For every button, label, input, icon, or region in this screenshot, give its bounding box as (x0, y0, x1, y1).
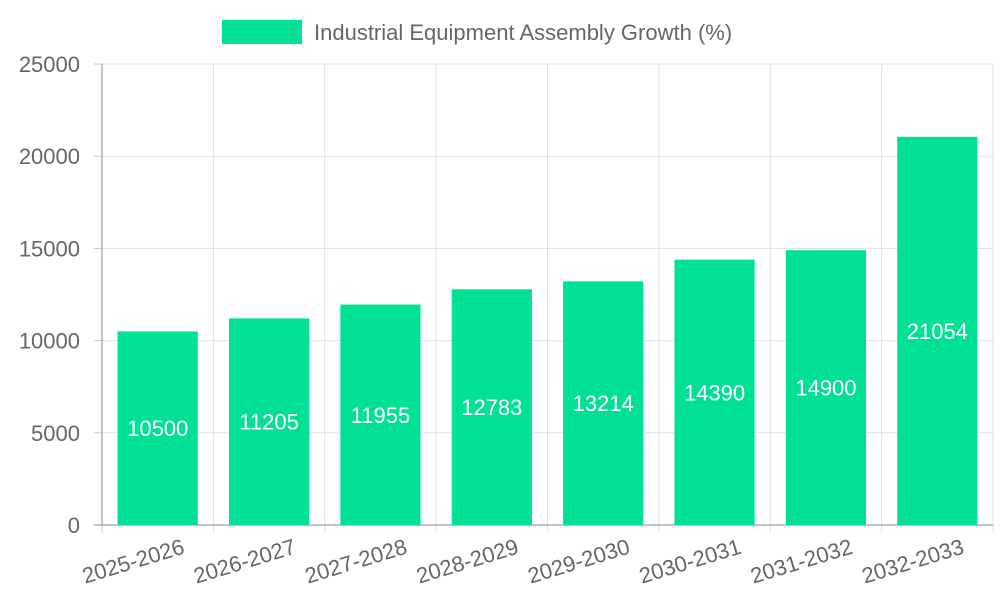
bars (117, 136, 978, 526)
x-tick-label: 2027-2028 (302, 534, 410, 589)
y-tick-label: 10000 (19, 329, 80, 354)
bar[interactable] (897, 136, 978, 526)
bar[interactable] (228, 318, 310, 525)
chart-legend[interactable]: Industrial Equipment Assembly Growth (%) (222, 20, 732, 45)
bar[interactable] (674, 259, 755, 525)
grid-lines (94, 63, 994, 533)
y-tick-label: 0 (68, 513, 80, 538)
bar-labels: 10500 11205 11955 12783 13214 14390 14900 21054 (127, 319, 968, 441)
bar-value-label: 12783 (461, 395, 522, 420)
legend-swatch (222, 20, 302, 44)
bar[interactable] (117, 331, 198, 525)
bar-value-label: 21054 (907, 319, 968, 344)
y-tick-label: 20000 (19, 144, 80, 169)
x-tick-label: 2032-2033 (859, 534, 967, 589)
x-tick-label: 2028-2029 (413, 534, 521, 589)
x-tick-label: 2025-2026 (79, 534, 187, 589)
bar-value-label: 10500 (127, 416, 188, 441)
y-tick-label: 15000 (19, 236, 80, 261)
bar[interactable] (451, 289, 532, 525)
bar-value-label: 14390 (684, 380, 745, 405)
x-tick-label: 2029-2030 (525, 534, 633, 589)
bar-value-label: 14900 (795, 376, 856, 401)
x-tick-label: 2026-2027 (191, 534, 299, 589)
bar-value-label: 13214 (573, 391, 634, 416)
bar[interactable] (785, 250, 867, 525)
bar[interactable] (340, 304, 421, 525)
bar[interactable] (563, 281, 644, 525)
legend-label: Industrial Equipment Assembly Growth (%) (314, 20, 732, 45)
x-tick-label: 2030-2031 (636, 534, 744, 589)
y-tick-label: 25000 (19, 52, 80, 77)
y-tick-label: 5000 (31, 421, 80, 446)
x-axis-ticks: 2025-2026 2026-2027 2027-2028 2028-2029 2029… (79, 534, 967, 589)
x-tick-label: 2031-2032 (747, 534, 855, 589)
y-axis-ticks: 0 5000 10000 15000 20000 25000 (19, 52, 80, 538)
bar-value-label: 11205 (239, 410, 299, 435)
bar-value-label: 11955 (351, 403, 411, 428)
